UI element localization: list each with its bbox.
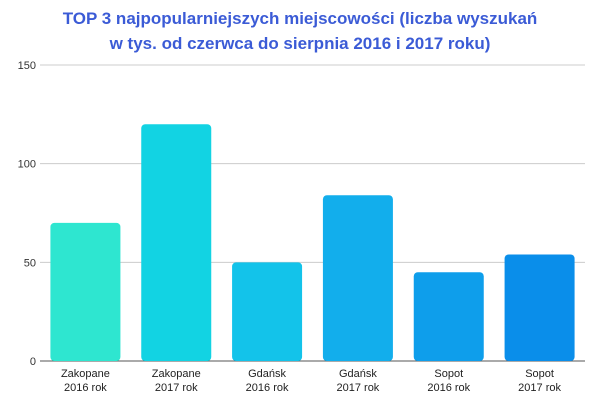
y-tick-label: 100	[18, 159, 36, 171]
y-axis-ticks: 0 50 100 150	[18, 60, 36, 368]
bars	[50, 124, 575, 361]
bar-3	[322, 195, 393, 361]
x-category-label: Sopot	[525, 368, 554, 380]
x-category-label: Sopot	[434, 368, 463, 380]
x-category-label: Zakopane	[61, 368, 110, 380]
chart-title-line-1: TOP 3 najpopularniejszych miejscowości (…	[62, 9, 538, 28]
bar-0	[50, 222, 121, 361]
bar-2	[232, 262, 303, 361]
x-category-label: 2016 rok	[246, 382, 289, 394]
y-tick-label: 0	[30, 356, 36, 368]
bar-5	[504, 254, 575, 361]
chart-title: TOP 3 najpopularniejszych miejscowości (…	[0, 6, 600, 56]
x-category-label: 2016 rok	[64, 382, 107, 394]
chart-title-line-2: w tys. od czerwca do sierpnia 2016 i 201…	[109, 34, 491, 53]
x-category-label: 2017 rok	[155, 382, 198, 394]
gridlines	[40, 64, 585, 362]
bar-4	[413, 272, 484, 361]
x-category-label: 2017 rok	[337, 382, 380, 394]
y-tick-label: 50	[24, 257, 36, 269]
x-category-label: Gdańsk	[339, 368, 377, 380]
bar-1	[141, 124, 212, 361]
x-category-label: 2016 rok	[427, 382, 470, 394]
x-axis-labels: Zakopane 2016 rok Zakopane 2017 rok Gdańsk 20…	[61, 368, 562, 394]
x-category-label: Zakopane	[152, 368, 201, 380]
x-category-label: 2017 rok	[518, 382, 561, 394]
y-tick-label: 150	[18, 60, 36, 72]
x-category-label: Gdańsk	[248, 368, 286, 380]
